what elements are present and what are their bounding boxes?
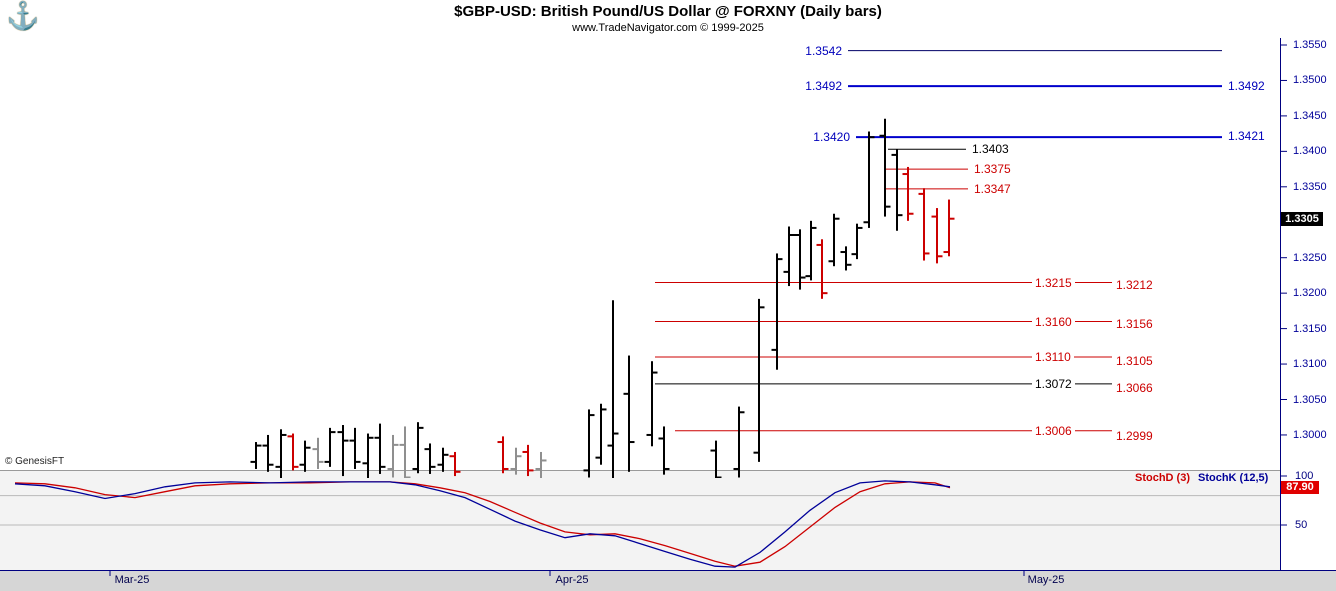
ohlc-bar	[262, 434, 274, 472]
level-label-end: 1.3403	[972, 142, 1009, 157]
stoch-value-badge: 87.90	[1281, 481, 1319, 494]
price-tick-label: 1.3200	[1293, 287, 1327, 300]
stoch-k-line	[14, 480, 951, 568]
ohlc-bar	[497, 436, 509, 474]
ohlc-bar	[771, 253, 783, 370]
ohlc-bar	[522, 444, 534, 477]
ohlc-bar	[387, 434, 399, 478]
price-tick-label: 1.3350	[1293, 180, 1327, 193]
ohlc-bar	[399, 426, 411, 478]
ohlc-bar	[275, 429, 287, 478]
ohlc-bar	[828, 213, 840, 267]
ohlc-bar	[583, 409, 595, 478]
ohlc-bar	[918, 188, 930, 261]
ohlc-bar	[250, 442, 262, 469]
ohlc-bar	[805, 220, 817, 281]
level-label-far: 1.3212	[1116, 277, 1153, 292]
price-tick-label: 1.3250	[1293, 251, 1327, 264]
ohlc-bar	[510, 447, 522, 475]
time-axis-strip	[0, 570, 1336, 591]
stoch-d-legend[interactable]: StochD (3)	[1135, 472, 1190, 484]
price-tick-label: 1.3150	[1293, 322, 1327, 335]
chart-title: $GBP-USD: British Pound/US Dollar @ FORX…	[454, 3, 882, 20]
ohlc-bar	[658, 426, 670, 475]
stoch-panel-bg	[0, 471, 1280, 570]
ohlc-bar	[733, 406, 745, 478]
ohlc-bar	[412, 422, 424, 474]
ohlc-bar	[424, 443, 436, 474]
anchor-logo-icon: ⚓	[6, 1, 40, 31]
ohlc-bar	[891, 149, 903, 231]
stoch-tick-label: 50	[1295, 519, 1308, 531]
price-tick-label: 1.3450	[1293, 109, 1327, 122]
ohlc-bar	[623, 355, 635, 472]
level-label-end: 1.3347	[974, 181, 1011, 196]
ohlc-bar	[710, 440, 722, 478]
price-tick-label: 1.3050	[1293, 393, 1327, 406]
level-label-far: 1.3066	[1116, 381, 1153, 396]
ohlc-bar	[312, 437, 324, 469]
ohlc-bar	[287, 433, 299, 471]
level-label-end: 1.3421	[1228, 129, 1265, 144]
price-tick-label: 1.3400	[1293, 145, 1327, 158]
ohlc-bar	[374, 423, 386, 474]
ohlc-bar	[324, 427, 336, 467]
ohlc-bar	[646, 361, 658, 447]
ohlc-bar	[840, 246, 852, 271]
last-price-badge: 1.3305	[1281, 212, 1323, 226]
ohlc-bar	[337, 425, 349, 477]
ohlc-bar	[863, 131, 875, 228]
level-label-online: 1.3110	[1032, 349, 1074, 364]
ohlc-bar	[902, 166, 914, 221]
level-label-online: 1.3160	[1032, 314, 1075, 329]
level-label-online: 1.3072	[1032, 376, 1075, 391]
price-tick-label: 1.3550	[1293, 39, 1327, 51]
level-label-online: 1.3215	[1032, 275, 1075, 290]
ohlc-bar	[349, 427, 361, 469]
ohlc-bar	[607, 300, 619, 478]
chart-subtitle: www.TradeNavigator.com © 1999-2025	[572, 22, 764, 34]
ohlc-bar	[299, 440, 311, 472]
level-label-left: 1.3542	[805, 43, 842, 58]
month-axis-label[interactable]: Mar-25	[114, 574, 150, 586]
month-axis-label[interactable]: May-25	[1027, 574, 1065, 586]
stoch-k-legend[interactable]: StochK (12,5)	[1198, 472, 1269, 484]
ohlc-bar	[437, 447, 449, 472]
level-label-left: 1.3420	[813, 130, 850, 145]
level-label-end: 1.3375	[974, 162, 1011, 177]
stoch-d-line	[14, 481, 951, 567]
level-label-left: 1.3492	[805, 79, 842, 94]
price-tick-label: 1.3100	[1293, 358, 1327, 371]
price-tick-label: 1.3500	[1293, 74, 1327, 87]
ohlc-bar	[449, 451, 461, 477]
price-tick-label: 1.3000	[1293, 428, 1327, 441]
ohlc-bar	[783, 226, 795, 287]
genesis-watermark: © GenesisFT	[5, 456, 65, 467]
level-label-far: 1.2999	[1116, 428, 1153, 443]
ohlc-bar	[943, 199, 955, 257]
ohlc-bar	[879, 118, 891, 217]
level-label-end: 1.3492	[1228, 79, 1265, 94]
ohlc-bar	[535, 451, 547, 478]
month-axis-label[interactable]: Apr-25	[555, 574, 589, 586]
ohlc-bar	[753, 298, 765, 462]
ohlc-bar	[595, 403, 607, 465]
ohlc-bar	[794, 229, 806, 290]
ohlc-bar	[362, 433, 374, 478]
level-label-online: 1.3006	[1032, 423, 1075, 438]
ohlc-bar	[931, 208, 943, 264]
ohlc-bar	[851, 223, 863, 260]
level-label-far: 1.3156	[1116, 317, 1153, 332]
ohlc-bar	[816, 239, 828, 299]
level-label-far: 1.3105	[1116, 353, 1153, 368]
stoch-tick-label: 100	[1295, 470, 1314, 482]
